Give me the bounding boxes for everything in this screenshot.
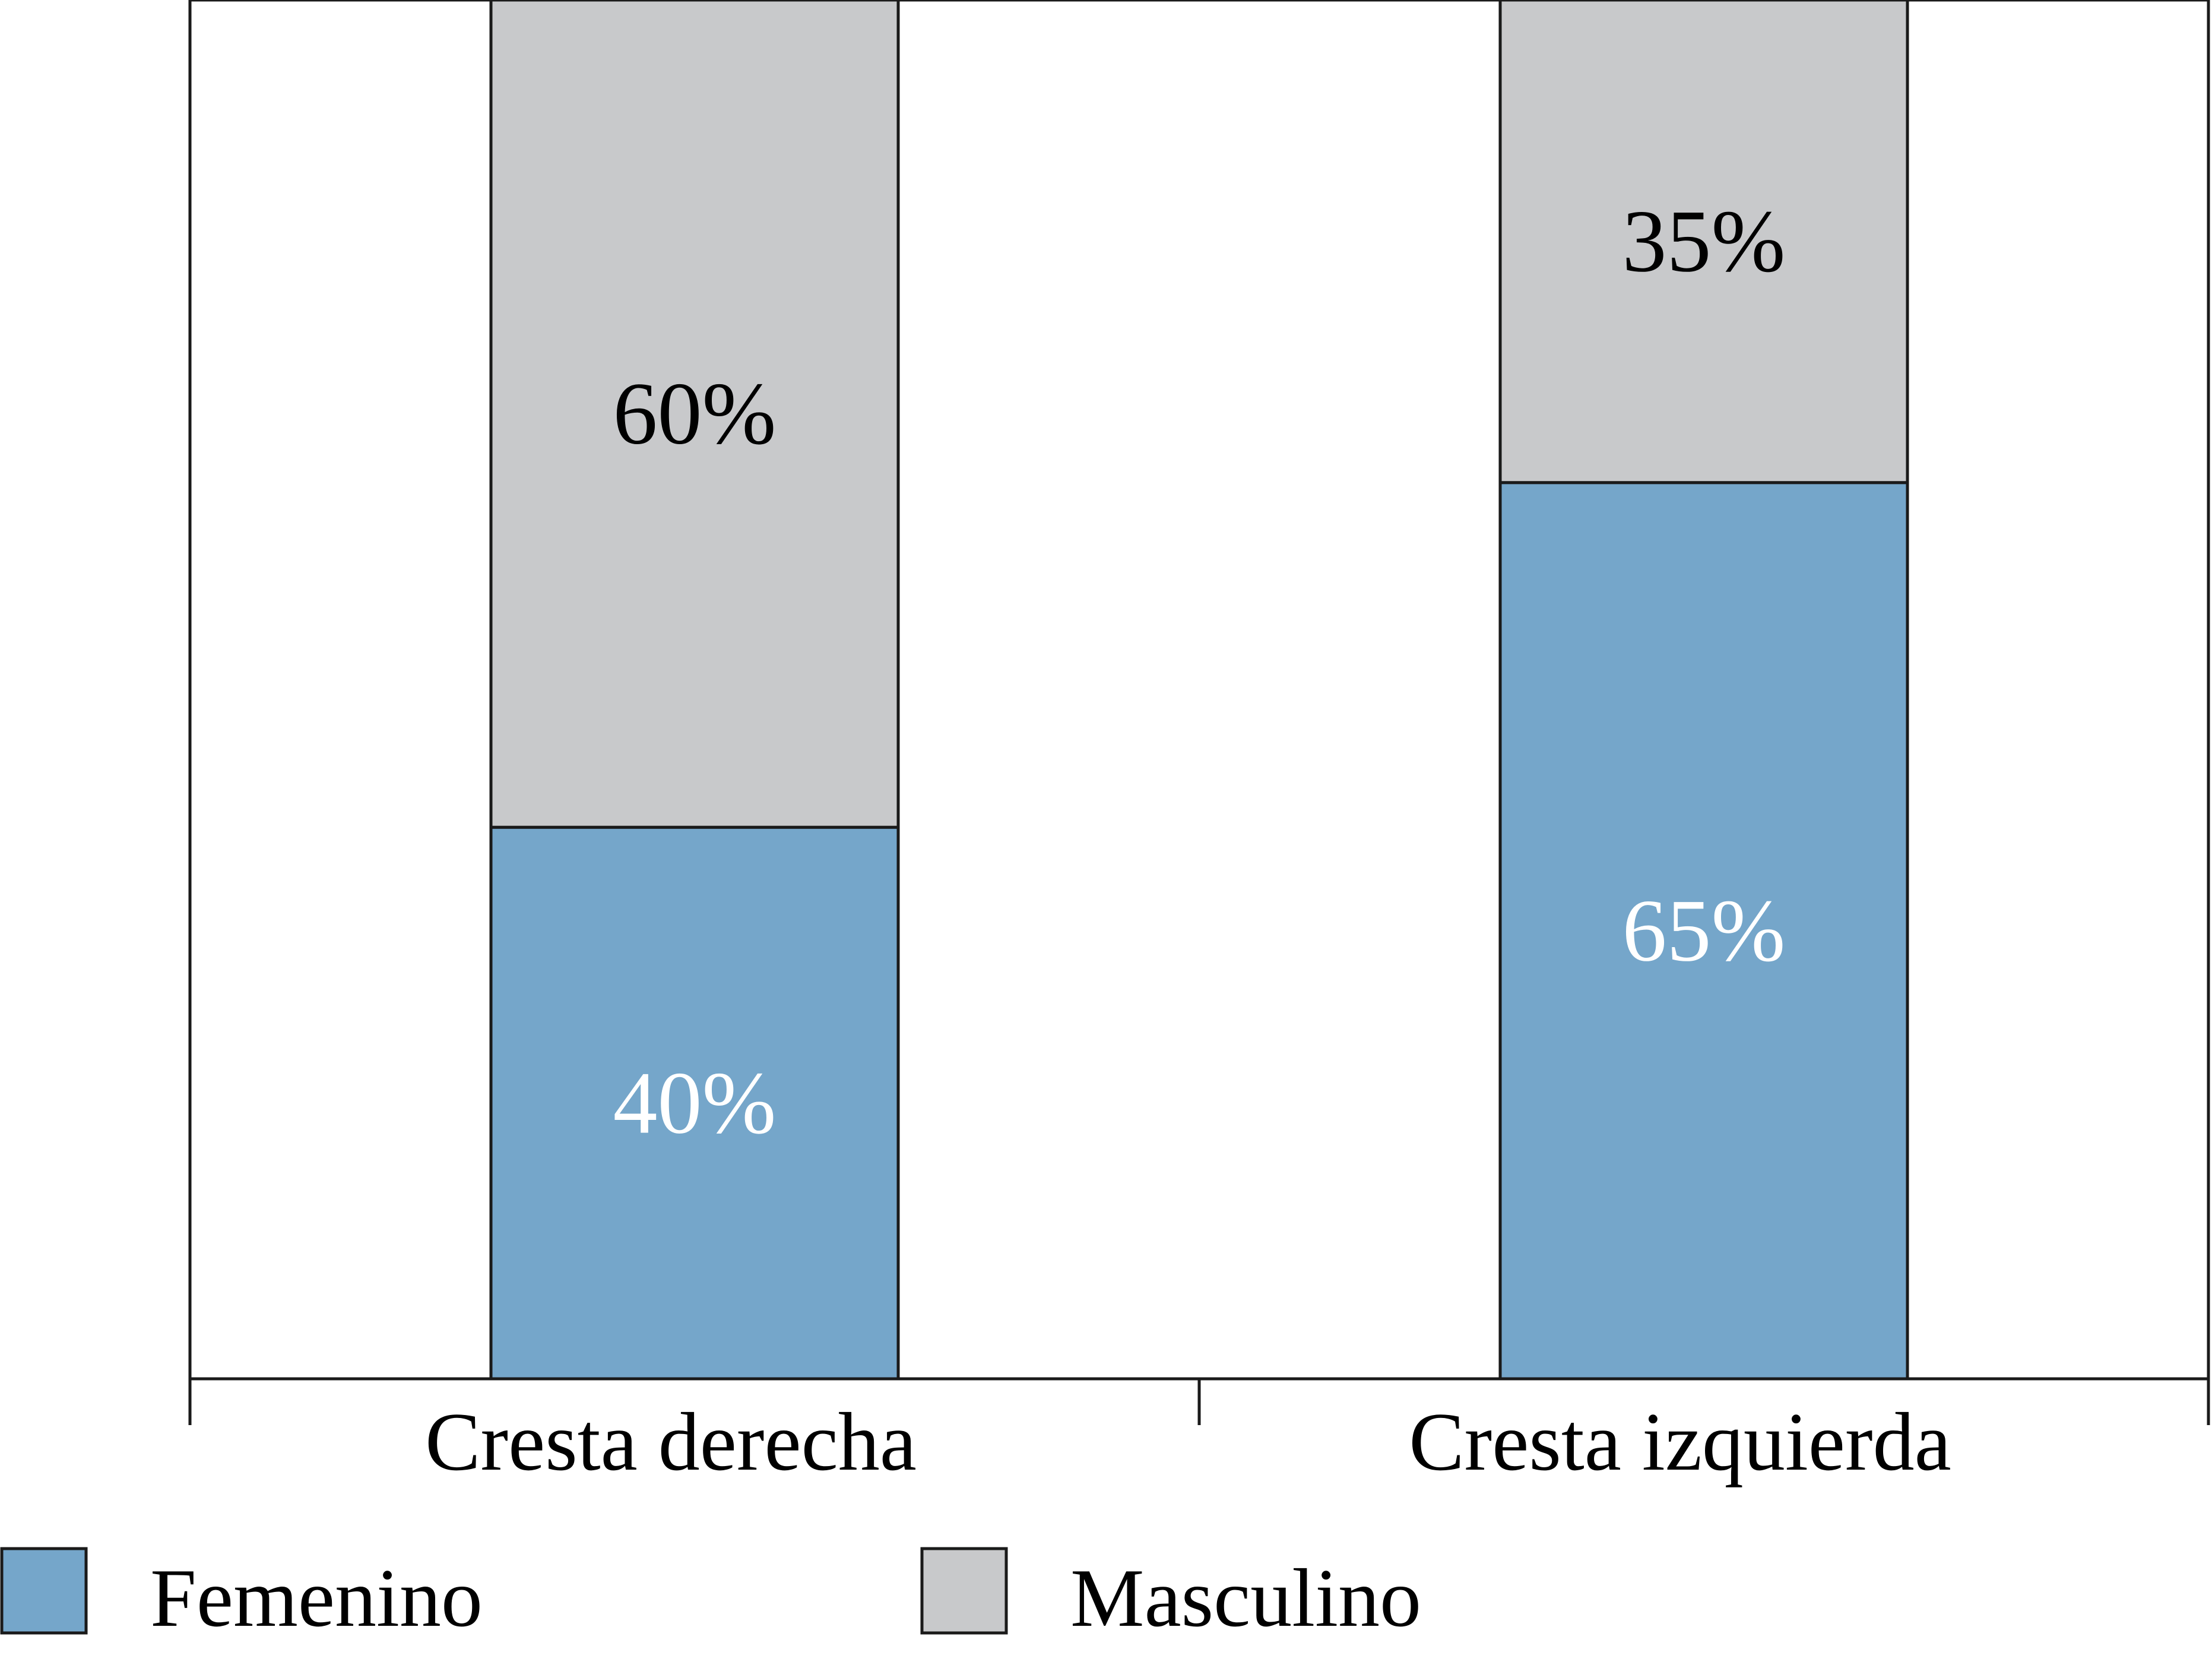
- bar-masculino-cresta-derecha: [489, 0, 900, 829]
- legend-swatch-femenino: [0, 1547, 88, 1635]
- x-tick-label-cresta-derecha: Cresta derecha: [425, 1396, 917, 1488]
- bar-femenino-cresta-derecha: [489, 825, 900, 1381]
- legend: Femenino Masculino: [0, 1547, 1421, 1644]
- value-labels-layer: 40% 60% 65% 35%: [613, 192, 1786, 1152]
- data-label-masculino-cresta-derecha: 60%: [613, 365, 777, 463]
- bar-masculino-cresta-izquierda: [1498, 0, 1909, 485]
- legend-label-masculino: Masculino: [1070, 1552, 1421, 1644]
- x-axis: Cresta derecha Cresta izquierda: [188, 0, 2210, 1488]
- legend-label-femenino: Femenino: [150, 1552, 483, 1644]
- bars-layer: [489, 0, 1909, 1381]
- bar-femenino-cresta-izquierda: [1498, 481, 1909, 1381]
- data-label-femenino-cresta-derecha: 40%: [613, 1054, 777, 1153]
- data-label-masculino-cresta-izquierda: 35%: [1622, 192, 1786, 290]
- legend-swatch-masculino: [920, 1547, 1008, 1635]
- x-tick-label-cresta-izquierda: Cresta izquierda: [1409, 1396, 1951, 1488]
- data-label-femenino-cresta-izquierda: 65%: [1622, 881, 1786, 980]
